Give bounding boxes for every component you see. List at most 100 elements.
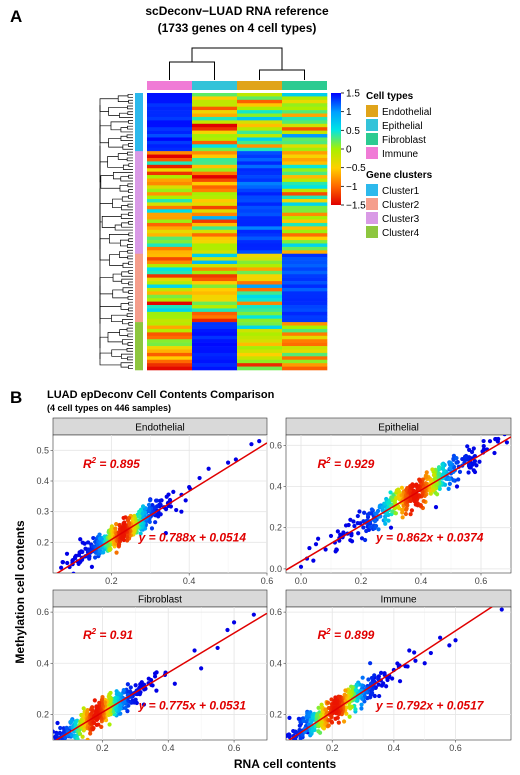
heatmap-cell: [147, 277, 193, 282]
scatter-point: [421, 499, 426, 504]
heatmap-cell: [192, 284, 238, 289]
heatmap-cell: [147, 322, 193, 326]
row-dendrogram-branch: [122, 287, 133, 293]
heatmap-cell: [192, 349, 238, 354]
scatter-point: [431, 473, 437, 478]
heatmap-cell: [237, 359, 283, 364]
scatter-point: [481, 438, 486, 444]
heatmap-cell: [237, 284, 283, 289]
scatter-point: [43, 743, 47, 747]
scatter-point: [400, 515, 405, 520]
scatter-point: [447, 481, 452, 487]
heatmap-cell: [192, 253, 238, 258]
row-dendrogram-branch: [99, 306, 121, 319]
scatter-point: [85, 711, 90, 716]
scatter-point: [353, 707, 358, 712]
legend-label: Cluster3: [382, 214, 420, 225]
row-dendrogram-branch: [128, 238, 133, 242]
scatter-point: [380, 505, 385, 510]
scatter-point: [356, 531, 361, 536]
heatmap-cell: [147, 243, 193, 248]
row-dendrogram-branch: [128, 212, 133, 216]
heatmap-cell: [192, 120, 238, 125]
heatmap-cell: [282, 318, 328, 323]
scatter-point: [408, 512, 413, 517]
scatter-point: [73, 720, 78, 726]
scatter-point: [118, 703, 123, 708]
row-dendrogram-branch: [128, 99, 133, 104]
scatter-point: [251, 612, 256, 617]
column-annotation-endothelial: [237, 81, 282, 90]
row-dendrogram-branch: [121, 205, 133, 211]
scatter-point: [364, 528, 369, 534]
heatmap-cell: [282, 253, 328, 258]
heatmap-cell: [282, 113, 328, 118]
scatter-point: [359, 706, 364, 711]
heatmap-cell: [237, 116, 283, 121]
scatter-point: [281, 734, 285, 738]
scatter-point: [78, 537, 83, 542]
regression-equation: y = 0.788x + 0.0514: [138, 530, 247, 544]
scatter-point: [306, 741, 310, 745]
heatmap-cell: [282, 250, 328, 255]
row-dendrogram-branch: [128, 365, 133, 369]
heatmap-cell: [192, 301, 238, 306]
heatmap-cell: [192, 99, 238, 104]
scatter-point: [493, 436, 498, 442]
heatmap-cell: [237, 161, 283, 166]
heatmap-cell: [192, 233, 238, 237]
scatter-point: [85, 540, 91, 545]
heatmap-cell: [147, 287, 193, 292]
scatter-point: [368, 524, 373, 529]
heatmap-cell: [282, 274, 328, 278]
y-tick-label: 0.4: [269, 481, 282, 491]
heatmap-cell: [192, 154, 238, 159]
heatmap-cell: [237, 308, 283, 313]
row-dendrogram-branch: [127, 183, 133, 188]
heatmap-cell: [192, 315, 238, 320]
heatmap-cell: [147, 311, 193, 316]
heatmap-cell: [237, 226, 283, 231]
heatmap-cell: [282, 137, 328, 142]
row-dendrogram-branch: [122, 262, 133, 268]
scatter-point: [369, 675, 375, 681]
scatter-point: [333, 695, 338, 700]
heatmap-cell: [237, 188, 283, 193]
heatmap-cell: [282, 315, 328, 320]
scatter-point: [154, 688, 159, 693]
legend-label: Epithelial: [382, 121, 423, 132]
scatter-point: [362, 510, 367, 515]
scatter-point: [89, 564, 95, 569]
x-tick-label: 0.2: [105, 576, 118, 586]
heatmap-cell: [192, 168, 238, 172]
scatter-point: [152, 505, 157, 510]
heatmap-cell: [192, 164, 238, 169]
heatmap-cell: [147, 212, 193, 217]
scatter-point: [471, 468, 476, 473]
heatmap-grid: [147, 93, 328, 371]
heatmap-cell: [147, 120, 193, 125]
scatter-point: [128, 685, 133, 690]
heatmap-cell: [147, 127, 193, 131]
heatmap-cell: [147, 157, 193, 162]
row-dendrogram-branch: [112, 198, 123, 209]
r-squared-label: R2 = 0.91: [83, 627, 133, 642]
x-tick-label: 0.6: [261, 576, 274, 586]
scatter-point: [409, 508, 415, 513]
heatmap-cell: [147, 144, 193, 149]
row-annotation-cluster4: [135, 322, 143, 371]
heatmap-cell: [282, 311, 328, 316]
row-dendrogram-branch: [122, 319, 133, 325]
heatmap-cell: [147, 103, 193, 107]
heatmap-cell: [147, 99, 193, 104]
y-tick-label: 0.2: [269, 523, 282, 533]
heatmap-cell: [192, 339, 238, 343]
heatmap-cell: [192, 250, 238, 255]
heatmap-cell: [147, 263, 193, 268]
heatmap-cell: [237, 260, 283, 265]
heatmap-cell: [147, 134, 193, 138]
heatmap-cell: [147, 181, 193, 186]
heatmap-cell: [237, 219, 283, 224]
scatter-point: [440, 465, 446, 470]
heatmap-cell: [282, 171, 328, 176]
